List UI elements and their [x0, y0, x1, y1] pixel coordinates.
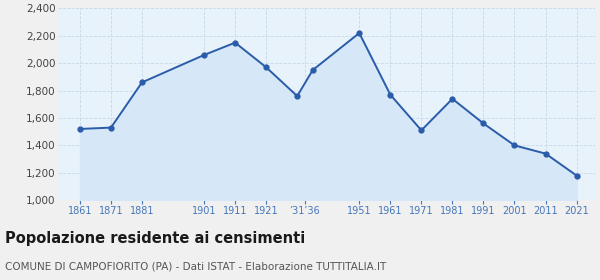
Text: Popolazione residente ai censimenti: Popolazione residente ai censimenti	[5, 231, 305, 246]
Text: COMUNE DI CAMPOFIORITO (PA) - Dati ISTAT - Elaborazione TUTTITALIA.IT: COMUNE DI CAMPOFIORITO (PA) - Dati ISTAT…	[5, 262, 386, 272]
